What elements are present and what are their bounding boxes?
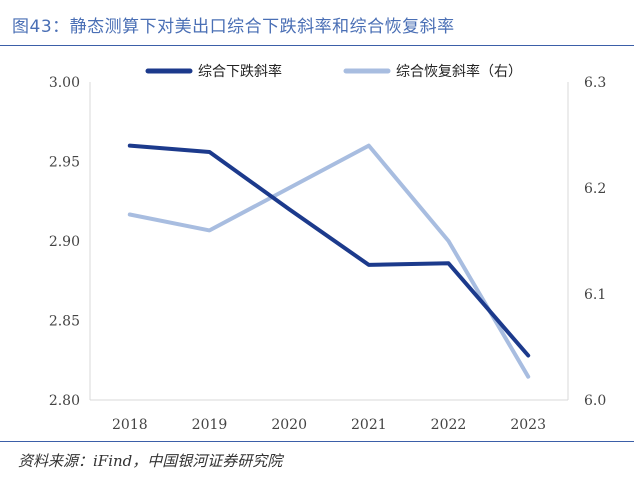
x-tick-label: 2022 xyxy=(431,417,467,433)
x-tick-label: 2020 xyxy=(271,417,307,433)
right-tick-label: 6.3 xyxy=(584,75,606,91)
series-lines xyxy=(127,143,531,379)
right-axis-ticks: 6.3 6.2 6.1 6.0 xyxy=(584,75,606,409)
x-tick-label: 2019 xyxy=(192,417,228,433)
series-line-recovery-slope xyxy=(127,143,531,379)
left-tick-label: 2.95 xyxy=(49,155,80,171)
chart-title: 图43：静态测算下对美出口综合下跌斜率和综合恢复斜率 xyxy=(12,17,455,37)
series-line-decline-slope xyxy=(127,143,531,358)
x-tick-label: 2018 xyxy=(112,417,148,433)
left-tick-label: 3.00 xyxy=(49,75,80,91)
right-tick-label: 6.0 xyxy=(584,393,606,409)
source-divider xyxy=(0,441,634,442)
legend: 综合下跌斜率 综合恢复斜率（右） xyxy=(145,63,522,80)
legend-label: 综合下跌斜率 xyxy=(198,63,282,80)
left-tick-label: 2.90 xyxy=(49,234,80,250)
title-divider xyxy=(0,45,634,46)
legend-label: 综合恢复斜率（右） xyxy=(396,63,522,80)
x-tick-label: 2023 xyxy=(510,417,546,433)
x-axis-ticks: 2018 2019 2020 2021 2022 2023 xyxy=(112,417,546,433)
right-tick-label: 6.1 xyxy=(584,287,606,303)
left-axis-ticks: 3.00 2.95 2.90 2.85 2.80 xyxy=(49,75,80,409)
right-tick-label: 6.2 xyxy=(584,181,606,197)
source-note: 资料来源：iFind，中国银河证券研究院 xyxy=(18,452,283,470)
left-tick-label: 2.85 xyxy=(49,314,80,330)
x-tick-label: 2021 xyxy=(351,417,387,433)
left-tick-label: 2.80 xyxy=(49,393,80,409)
